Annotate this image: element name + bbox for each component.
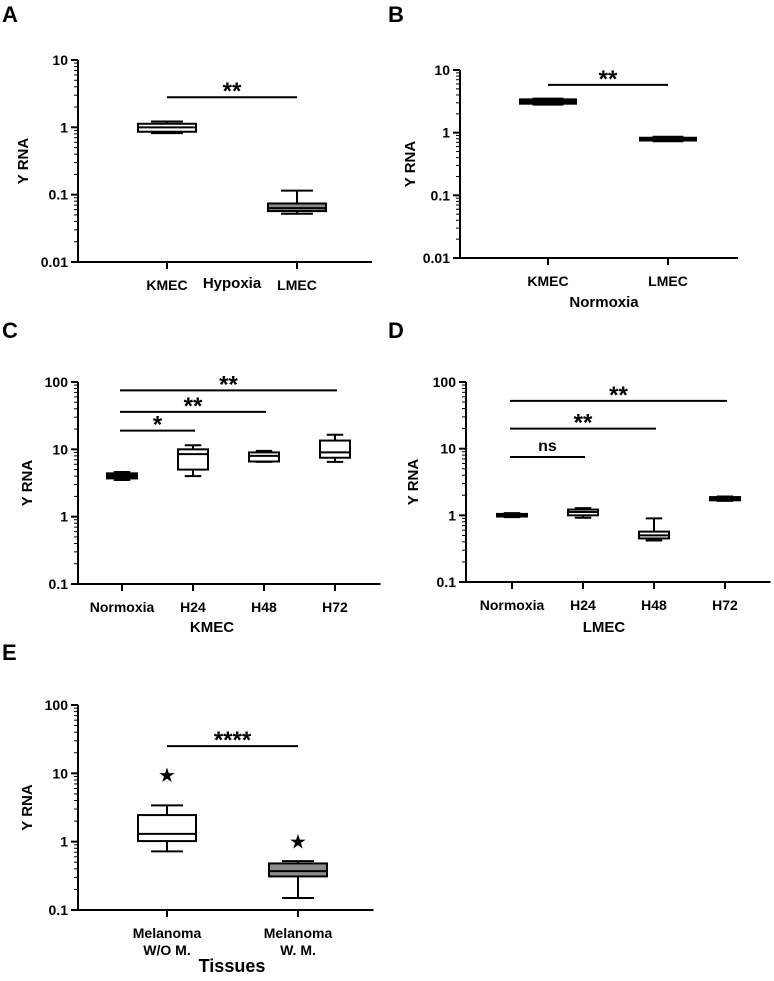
panel-letter-d: D [388, 318, 404, 343]
y-axis-label: Y RNA [19, 460, 36, 507]
y-axis-label: Y RNA [405, 459, 422, 506]
y-tick-label: 0.1 [49, 187, 69, 203]
y-tick-label: 10 [434, 62, 450, 78]
panel-letter-c: C [2, 318, 18, 343]
x-axis-label: Tissues [199, 956, 266, 976]
panel-letter-e: E [2, 640, 17, 665]
y-tick-label: 1 [442, 125, 450, 141]
x-tick-label: Normoxia [90, 599, 155, 615]
significance-label: ** [223, 78, 242, 105]
y-tick-label: 100 [433, 374, 457, 390]
panel-b: B 10 1 0.1 0.01 Y RNA KMEC LMEC Normoxia ** [388, 2, 738, 311]
significance-label: ** [574, 410, 593, 437]
y-tick-label: 0.1 [437, 574, 457, 590]
x-tick-label: LMEC [277, 277, 317, 293]
y-tick-label: 0.01 [423, 250, 450, 266]
significance-label: * [153, 412, 163, 439]
significance-label: ** [599, 66, 618, 93]
x-tick-label: KMEC [146, 277, 187, 293]
y-tick-label: 1 [60, 509, 68, 525]
x-tick-label: H48 [251, 599, 277, 615]
y-tick-label: 1 [448, 507, 456, 523]
panel-a: A 10 1 0.1 0.01 Y RNA KMEC LMEC Hypoxia ** [2, 2, 372, 293]
box-body [137, 814, 197, 843]
outlier-star-icon: ★ [289, 830, 307, 854]
x-tick-label: Melanoma [264, 925, 333, 941]
x-tick-label: Melanoma [133, 925, 202, 941]
x-tick-label: H24 [180, 599, 206, 615]
y-tick-label: 0.1 [431, 187, 451, 203]
y-tick-label: 10 [440, 441, 456, 457]
y-tick-label: 1 [60, 834, 68, 850]
y-tick-label: 0.01 [41, 254, 68, 270]
x-tick-label: H48 [641, 597, 667, 613]
y-tick-label: 1 [60, 119, 68, 135]
y-tick-label: 10 [52, 441, 68, 457]
y-tick-label: 0.1 [49, 902, 69, 918]
significance-label: ** [219, 371, 238, 398]
y-tick-label: 100 [45, 374, 69, 390]
box-body [268, 862, 328, 878]
x-axis-label: Normoxia [569, 294, 639, 311]
significance-label: ** [184, 393, 203, 420]
y-tick-label: 10 [52, 765, 68, 781]
y-axis-label: Y RNA [19, 784, 36, 831]
x-tick-label: Normoxia [480, 597, 545, 613]
panel-d: D 100 10 1 0.1 Y RNA Normoxia H24 H48 H72 LMEC ns *… [388, 318, 771, 636]
y-axis-label: Y RNA [15, 138, 32, 185]
significance-label: ns [538, 438, 557, 455]
outlier-star-icon: ★ [158, 763, 176, 787]
panel-letter-b: B [388, 2, 404, 27]
x-tick-label: W. M. [280, 942, 316, 958]
x-tick-label: KMEC [527, 273, 568, 289]
significance-label: ** [609, 382, 628, 409]
x-tick-label: W/O M. [143, 942, 190, 958]
panel-letter-a: A [2, 2, 18, 27]
box-body [248, 451, 280, 463]
x-tick-label: H24 [570, 597, 596, 613]
box-body [177, 448, 209, 471]
x-axis-label: LMEC [583, 619, 626, 636]
y-tick-label: 100 [45, 697, 69, 713]
box-body [319, 439, 351, 459]
x-tick-label: H72 [712, 597, 738, 613]
y-tick-label: 0.1 [49, 576, 69, 592]
y-axis-label: Y RNA [402, 141, 419, 188]
x-tick-label: H72 [322, 599, 348, 615]
y-tick-label: 10 [52, 52, 68, 68]
x-axis-label: Hypoxia [203, 275, 262, 292]
x-tick-label: LMEC [648, 273, 688, 289]
significance-label: **** [214, 727, 252, 754]
x-axis-label: KMEC [190, 619, 234, 636]
